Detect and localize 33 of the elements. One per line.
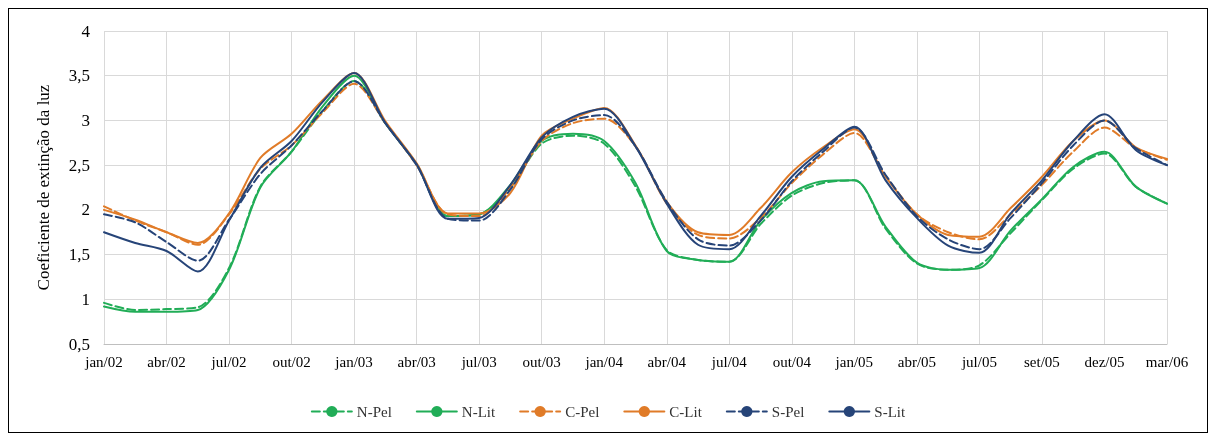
x-tick-label: jan/04	[584, 353, 624, 370]
x-tick-label: jul/02	[210, 353, 247, 370]
y-axis-title: Coeficiente de extinção da luz	[34, 84, 53, 291]
y-tick-label: 1,5	[68, 245, 90, 265]
y-tick-label: 3,5	[68, 66, 90, 86]
legend-label: C-Pel	[565, 403, 600, 420]
x-tick-label: abr/05	[897, 353, 937, 370]
legend-label: C-Lit	[669, 403, 703, 420]
x-tick-label: abr/03	[397, 353, 436, 370]
x-tick-label: out/04	[772, 353, 812, 370]
legend-label: N-Lit	[461, 403, 496, 420]
x-tick-label: abr/04	[647, 353, 687, 370]
y-tick-label: 0,5	[68, 334, 90, 354]
x-tick-label: set/05	[1024, 353, 1060, 370]
legend-label: N-Pel	[356, 403, 392, 420]
x-tick-label: jan/02	[84, 353, 123, 370]
y-tick-label: 4	[81, 21, 91, 41]
x-tick-label: jul/05	[960, 353, 997, 370]
x-tick-label: jan/03	[334, 353, 373, 370]
x-tick-label: out/02	[272, 353, 311, 370]
x-tick-label: jan/05	[834, 353, 874, 370]
legend-label: S-Lit	[874, 403, 906, 420]
y-tick-label: 1	[81, 289, 90, 309]
x-tick-label: out/03	[522, 353, 561, 370]
y-tick-label: 2	[81, 200, 90, 220]
legend-label: S-Pel	[771, 403, 805, 420]
x-tick-label: dez/05	[1084, 353, 1125, 370]
x-tick-label: jul/04	[710, 353, 748, 370]
x-tick-label: jul/03	[460, 353, 497, 370]
x-tick-label: abr/02	[147, 353, 186, 370]
y-tick-label: 3	[81, 110, 90, 130]
y-tick-label: 2,5	[68, 155, 90, 175]
x-tick-label: mar/06	[1145, 353, 1189, 370]
